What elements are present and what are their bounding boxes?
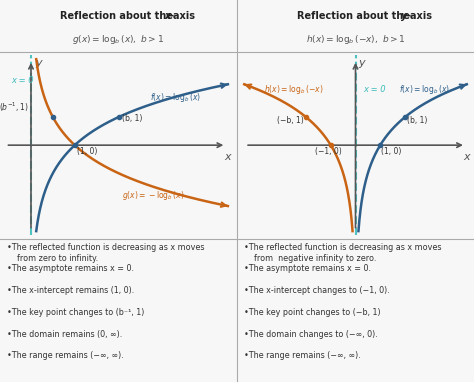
Text: •The range remains (−∞, ∞).: •The range remains (−∞, ∞). <box>244 351 361 360</box>
Text: (−1, 0): (−1, 0) <box>315 147 342 155</box>
Text: •The domain changes to (−∞, 0).: •The domain changes to (−∞, 0). <box>244 330 378 338</box>
Text: $f(x) = \log_b(x)$: $f(x) = \log_b(x)$ <box>399 83 450 96</box>
Text: $g(x) = -\log_b(x)$: $g(x) = -\log_b(x)$ <box>122 189 185 202</box>
Text: •The x-intercept changes to (−1, 0).: •The x-intercept changes to (−1, 0). <box>244 286 390 295</box>
Text: y: y <box>401 11 408 21</box>
Text: •The key point changes to (−b, 1): •The key point changes to (−b, 1) <box>244 308 381 317</box>
Text: Reflection about the: Reflection about the <box>60 11 177 21</box>
Text: •The reflected function is decreasing as x moves
    from zero to infinity.: •The reflected function is decreasing as… <box>7 243 205 263</box>
Text: (−b, 1): (−b, 1) <box>277 116 303 125</box>
Text: x = 0: x = 0 <box>11 76 34 85</box>
Text: •The key point changes to (b⁻¹, 1): •The key point changes to (b⁻¹, 1) <box>7 308 145 317</box>
Text: $f(x) = \log_b(x)$: $f(x) = \log_b(x)$ <box>150 91 201 104</box>
Text: •The x-intercept remains (1, 0).: •The x-intercept remains (1, 0). <box>7 286 134 295</box>
Text: (b, 1): (b, 1) <box>408 116 428 125</box>
Text: $h(x) = \log_b(-x)$: $h(x) = \log_b(-x)$ <box>264 83 323 96</box>
Text: •The asymptote remains x = 0.: •The asymptote remains x = 0. <box>244 264 371 273</box>
Text: x: x <box>464 152 470 162</box>
Text: x: x <box>164 11 171 21</box>
Text: (1, 0): (1, 0) <box>77 147 97 155</box>
Text: $g(x) = \log_b(x),\ b > 1$: $g(x) = \log_b(x),\ b > 1$ <box>73 32 164 46</box>
Text: y: y <box>36 58 42 68</box>
Text: (b, 1): (b, 1) <box>122 114 142 123</box>
Text: •The domain remains (0, ∞).: •The domain remains (0, ∞). <box>7 330 122 338</box>
Text: $h(x) = \log_b(-x),\ b > 1$: $h(x) = \log_b(-x),\ b > 1$ <box>306 32 405 46</box>
Text: $(b^{-1}, 1)$: $(b^{-1}, 1)$ <box>0 101 29 115</box>
Text: y: y <box>358 58 365 68</box>
Text: •The range remains (−∞, ∞).: •The range remains (−∞, ∞). <box>7 351 124 360</box>
Text: x = 0: x = 0 <box>363 84 385 94</box>
Text: -axis: -axis <box>169 11 195 21</box>
Text: •The asymptote remains x = 0.: •The asymptote remains x = 0. <box>7 264 134 273</box>
Text: •The reflected function is decreasing as x moves
    from  negative infinity to : •The reflected function is decreasing as… <box>244 243 442 263</box>
Text: x: x <box>225 152 231 162</box>
Text: Reflection about the: Reflection about the <box>297 11 414 21</box>
Text: (1, 0): (1, 0) <box>382 147 402 155</box>
Text: -axis: -axis <box>406 11 432 21</box>
